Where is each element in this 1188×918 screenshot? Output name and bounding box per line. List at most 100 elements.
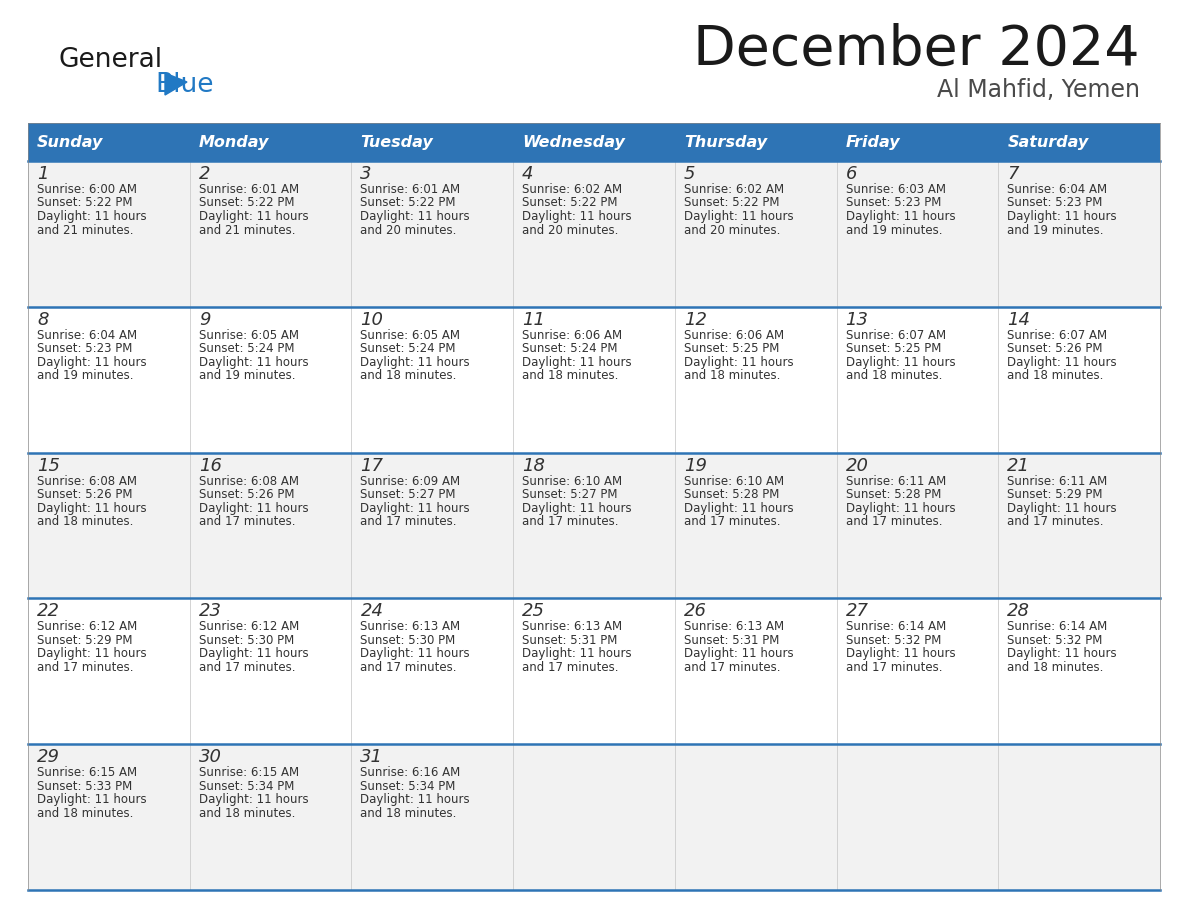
Text: Daylight: 11 hours: Daylight: 11 hours (37, 501, 146, 515)
Text: Daylight: 11 hours: Daylight: 11 hours (523, 210, 632, 223)
Text: Wednesday: Wednesday (523, 135, 625, 150)
Text: 14: 14 (1007, 311, 1030, 329)
Text: Sunset: 5:32 PM: Sunset: 5:32 PM (1007, 634, 1102, 647)
Bar (29, 744, 1159, 890)
Text: Daylight: 11 hours: Daylight: 11 hours (684, 647, 794, 660)
Text: Sunset: 5:31 PM: Sunset: 5:31 PM (684, 634, 779, 647)
Text: Sunset: 5:22 PM: Sunset: 5:22 PM (684, 196, 779, 209)
Text: and 18 minutes.: and 18 minutes. (523, 369, 619, 382)
Text: Sunrise: 6:05 AM: Sunrise: 6:05 AM (360, 329, 461, 341)
Bar (675, 123, 836, 161)
Text: 1: 1 (37, 165, 49, 183)
Text: and 17 minutes.: and 17 minutes. (846, 661, 942, 674)
Text: Friday: Friday (846, 135, 901, 150)
Text: and 17 minutes.: and 17 minutes. (684, 661, 781, 674)
Text: Sunrise: 6:12 AM: Sunrise: 6:12 AM (198, 621, 299, 633)
Text: 30: 30 (198, 748, 222, 767)
Text: Daylight: 11 hours: Daylight: 11 hours (523, 647, 632, 660)
Text: and 18 minutes.: and 18 minutes. (360, 369, 457, 382)
Text: Sunset: 5:24 PM: Sunset: 5:24 PM (523, 342, 618, 355)
Text: Sunset: 5:22 PM: Sunset: 5:22 PM (360, 196, 456, 209)
Text: and 20 minutes.: and 20 minutes. (684, 223, 781, 237)
Text: Tuesday: Tuesday (360, 135, 434, 150)
Text: Sunrise: 6:00 AM: Sunrise: 6:00 AM (37, 183, 137, 196)
Text: Daylight: 11 hours: Daylight: 11 hours (37, 647, 146, 660)
Text: Sunset: 5:34 PM: Sunset: 5:34 PM (360, 779, 456, 793)
Text: Blue: Blue (154, 72, 214, 98)
Text: Sunrise: 6:10 AM: Sunrise: 6:10 AM (684, 475, 784, 487)
Bar (29, 453, 1159, 599)
Text: and 21 minutes.: and 21 minutes. (198, 223, 295, 237)
Text: 9: 9 (198, 311, 210, 329)
Text: and 19 minutes.: and 19 minutes. (198, 369, 295, 382)
Text: Sunrise: 6:04 AM: Sunrise: 6:04 AM (37, 329, 137, 341)
Text: Sunrise: 6:14 AM: Sunrise: 6:14 AM (846, 621, 946, 633)
Bar (352, 123, 513, 161)
Text: Monday: Monday (198, 135, 270, 150)
Bar (513, 123, 675, 161)
Text: 27: 27 (846, 602, 868, 621)
Text: Sunrise: 6:12 AM: Sunrise: 6:12 AM (37, 621, 138, 633)
Text: Daylight: 11 hours: Daylight: 11 hours (846, 501, 955, 515)
Text: 28: 28 (1007, 602, 1030, 621)
Text: Sunrise: 6:08 AM: Sunrise: 6:08 AM (37, 475, 137, 487)
Text: Sunrise: 6:10 AM: Sunrise: 6:10 AM (523, 475, 623, 487)
Text: Sunset: 5:22 PM: Sunset: 5:22 PM (198, 196, 295, 209)
Text: Daylight: 11 hours: Daylight: 11 hours (846, 356, 955, 369)
Text: and 17 minutes.: and 17 minutes. (1007, 515, 1104, 528)
Text: 13: 13 (846, 311, 868, 329)
Text: and 18 minutes.: and 18 minutes. (846, 369, 942, 382)
Text: Thursday: Thursday (684, 135, 767, 150)
Text: 25: 25 (523, 602, 545, 621)
Text: Sunrise: 6:07 AM: Sunrise: 6:07 AM (846, 329, 946, 341)
Text: Daylight: 11 hours: Daylight: 11 hours (523, 501, 632, 515)
Text: and 17 minutes.: and 17 minutes. (846, 515, 942, 528)
Text: Sunrise: 6:01 AM: Sunrise: 6:01 AM (198, 183, 299, 196)
Text: Sunset: 5:25 PM: Sunset: 5:25 PM (684, 342, 779, 355)
Text: Sunset: 5:23 PM: Sunset: 5:23 PM (846, 196, 941, 209)
Text: 11: 11 (523, 311, 545, 329)
Text: 7: 7 (1007, 165, 1019, 183)
Text: Sunrise: 6:06 AM: Sunrise: 6:06 AM (684, 329, 784, 341)
Text: Daylight: 11 hours: Daylight: 11 hours (198, 647, 309, 660)
Text: Sunset: 5:27 PM: Sunset: 5:27 PM (360, 488, 456, 501)
Text: Daylight: 11 hours: Daylight: 11 hours (846, 647, 955, 660)
Text: and 18 minutes.: and 18 minutes. (360, 807, 457, 820)
Text: Daylight: 11 hours: Daylight: 11 hours (1007, 210, 1117, 223)
Bar (836, 123, 998, 161)
Text: Sunset: 5:23 PM: Sunset: 5:23 PM (1007, 196, 1102, 209)
Text: and 18 minutes.: and 18 minutes. (684, 369, 781, 382)
Bar (29, 161, 1159, 307)
Text: Daylight: 11 hours: Daylight: 11 hours (684, 501, 794, 515)
Text: Sunset: 5:28 PM: Sunset: 5:28 PM (684, 488, 779, 501)
Text: Sunrise: 6:04 AM: Sunrise: 6:04 AM (1007, 183, 1107, 196)
Text: and 21 minutes.: and 21 minutes. (37, 223, 133, 237)
Text: and 19 minutes.: and 19 minutes. (1007, 223, 1104, 237)
Text: Sunrise: 6:08 AM: Sunrise: 6:08 AM (198, 475, 298, 487)
Text: Daylight: 11 hours: Daylight: 11 hours (846, 210, 955, 223)
Text: Daylight: 11 hours: Daylight: 11 hours (1007, 647, 1117, 660)
Text: Daylight: 11 hours: Daylight: 11 hours (684, 356, 794, 369)
Text: Sunset: 5:31 PM: Sunset: 5:31 PM (523, 634, 618, 647)
Text: and 20 minutes.: and 20 minutes. (360, 223, 457, 237)
Text: and 18 minutes.: and 18 minutes. (37, 515, 133, 528)
Text: and 17 minutes.: and 17 minutes. (360, 515, 457, 528)
Text: Daylight: 11 hours: Daylight: 11 hours (523, 356, 632, 369)
Text: Sunset: 5:33 PM: Sunset: 5:33 PM (37, 779, 132, 793)
Text: 2: 2 (198, 165, 210, 183)
Text: Sunrise: 6:11 AM: Sunrise: 6:11 AM (846, 475, 946, 487)
Text: and 18 minutes.: and 18 minutes. (198, 807, 295, 820)
Text: Daylight: 11 hours: Daylight: 11 hours (1007, 356, 1117, 369)
Text: and 18 minutes.: and 18 minutes. (1007, 369, 1104, 382)
Text: Sunrise: 6:14 AM: Sunrise: 6:14 AM (1007, 621, 1107, 633)
Text: Sunrise: 6:13 AM: Sunrise: 6:13 AM (360, 621, 461, 633)
Text: Sunset: 5:22 PM: Sunset: 5:22 PM (523, 196, 618, 209)
Text: Sunset: 5:25 PM: Sunset: 5:25 PM (846, 342, 941, 355)
Text: 16: 16 (198, 456, 222, 475)
Text: and 20 minutes.: and 20 minutes. (523, 223, 619, 237)
Text: 5: 5 (684, 165, 695, 183)
Text: Sunrise: 6:06 AM: Sunrise: 6:06 AM (523, 329, 623, 341)
Text: Al Mahfid, Yemen: Al Mahfid, Yemen (937, 78, 1140, 102)
Text: 29: 29 (37, 748, 61, 767)
Text: Daylight: 11 hours: Daylight: 11 hours (198, 793, 309, 806)
